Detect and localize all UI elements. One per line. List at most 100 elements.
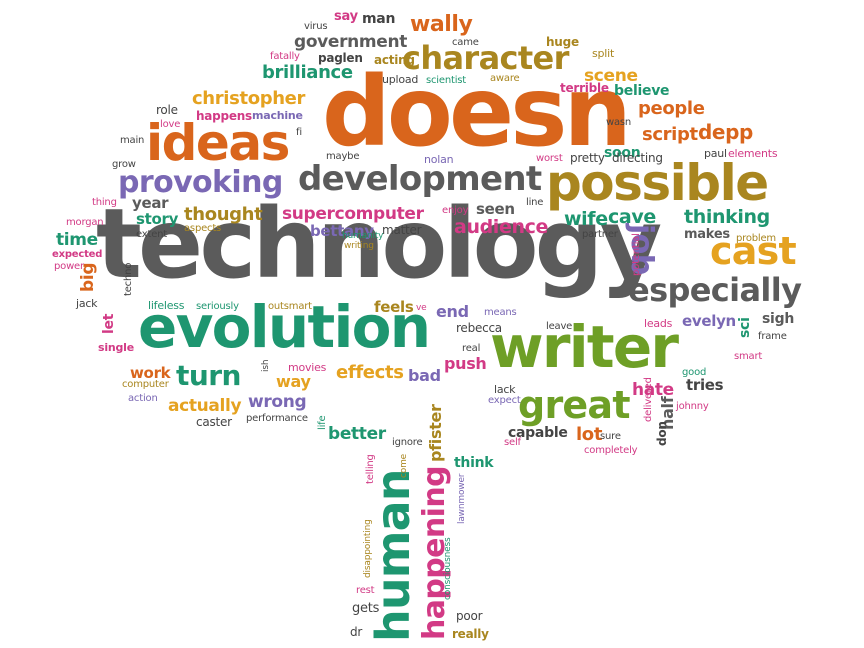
word-dr: dr — [350, 625, 363, 639]
word-really: really — [452, 627, 489, 641]
word-single: single — [98, 341, 134, 354]
word-cast: cast — [710, 229, 797, 273]
word-wrong: wrong — [248, 392, 307, 412]
word-sci: sci — [737, 317, 753, 338]
word-feels: feels — [374, 298, 414, 316]
word-means: means — [484, 307, 517, 318]
word-great: great — [518, 383, 630, 427]
word-development: development — [298, 159, 542, 199]
word-caster: caster — [196, 415, 232, 429]
word-work: work — [130, 364, 171, 382]
word-evelyn: evelyn — [682, 312, 736, 330]
word-year: year — [132, 194, 169, 212]
word-matter: matter — [382, 223, 422, 237]
word-thing: thing — [92, 197, 117, 208]
word-actually: actually — [168, 396, 242, 416]
word-wally: wally — [410, 12, 473, 37]
word-better: better — [328, 424, 386, 444]
word-seriously: seriously — [196, 301, 239, 312]
word-life: life — [317, 415, 328, 430]
word-let: let — [101, 313, 117, 334]
word-machine: machine — [252, 109, 303, 122]
word-real: real — [462, 343, 481, 354]
word-push: push — [444, 354, 487, 373]
word-terrible: terrible — [560, 81, 609, 95]
word-way: way — [276, 372, 311, 391]
word-movies: movies — [288, 361, 327, 374]
word-writer: writer — [490, 313, 679, 381]
word-scientist: scientist — [426, 75, 467, 86]
word-problem: problem — [736, 233, 776, 244]
word-johnny: johnny — [676, 401, 709, 412]
word-acting: acting — [374, 53, 415, 67]
word-think: think — [454, 455, 494, 471]
word-frame: frame — [758, 331, 787, 342]
word-don: don — [655, 421, 669, 446]
word-poor: poor — [456, 609, 483, 623]
word-supercomputer: supercomputer — [282, 204, 424, 224]
word-bettany: bettany — [310, 222, 374, 240]
word-gets: gets — [352, 601, 380, 616]
word-lawnmower: lawnmower — [457, 473, 467, 524]
word-people: people — [638, 98, 705, 119]
word-seen: seen — [476, 200, 515, 218]
word-brilliance: brilliance — [262, 62, 353, 83]
word-huge: huge — [546, 35, 579, 49]
word-expect: expect — [488, 395, 521, 406]
word-time: time — [56, 230, 98, 250]
word-script: script — [642, 124, 698, 145]
word-morgan: morgan — [66, 217, 104, 228]
word-techno: techno — [123, 262, 134, 296]
word-computer: computer — [122, 379, 169, 390]
word-line: line — [526, 197, 544, 208]
word-grow: grow — [112, 159, 136, 170]
word-audience: audience — [454, 216, 548, 238]
word-action: action — [128, 393, 158, 404]
word-extent: extent — [136, 229, 168, 240]
word-self: self — [504, 437, 521, 448]
word-provoking: provoking — [118, 165, 283, 200]
word-jack: jack — [76, 297, 98, 310]
word-came: came — [452, 37, 479, 48]
word-maybe: maybe — [326, 151, 360, 162]
word-sigh: sigh — [762, 311, 795, 327]
word-ignore: ignore — [392, 437, 423, 448]
word-especially: especially — [628, 271, 802, 309]
word-split: split — [592, 47, 615, 60]
word-technology: technology — [96, 188, 662, 300]
word-lot: lot — [576, 424, 603, 445]
word-turn: turn — [176, 359, 241, 392]
word-say: say — [334, 9, 358, 24]
word-come: come — [399, 453, 409, 478]
word-partner: partner — [582, 229, 618, 240]
word-elements: elements — [728, 147, 778, 160]
word-fi: fi — [296, 127, 302, 138]
word-leave: leave — [546, 321, 573, 332]
word-smart: smart — [734, 351, 763, 362]
word-telling: telling — [365, 454, 376, 484]
word-aspects: aspects — [184, 223, 222, 234]
word-evolution: evolution — [138, 293, 431, 361]
word-rebecca: rebecca — [456, 321, 502, 335]
word-possible: possible — [546, 154, 769, 212]
word-believe: believe — [614, 83, 670, 99]
word-outsmart: outsmart — [268, 301, 312, 312]
word-paul: paul — [704, 147, 727, 160]
word-bad: bad — [408, 366, 441, 385]
word-paglen: paglen — [318, 51, 363, 65]
word-depp: depp — [698, 120, 753, 144]
word-rest: rest — [356, 585, 375, 596]
word-capable: capable — [508, 425, 568, 441]
word-end: end — [436, 302, 469, 321]
word-good: good — [682, 367, 707, 378]
word-man: man — [362, 11, 396, 27]
word-government: government — [294, 32, 408, 52]
word-doesn: doesn — [322, 56, 632, 168]
word-hate: hate — [632, 380, 674, 400]
word-lack: lack — [494, 383, 516, 396]
word-enjoy: enjoy — [442, 205, 469, 216]
word-completely: completely — [584, 445, 638, 456]
word-christopher: christopher — [192, 88, 306, 109]
word-fatally: fatally — [270, 51, 300, 62]
